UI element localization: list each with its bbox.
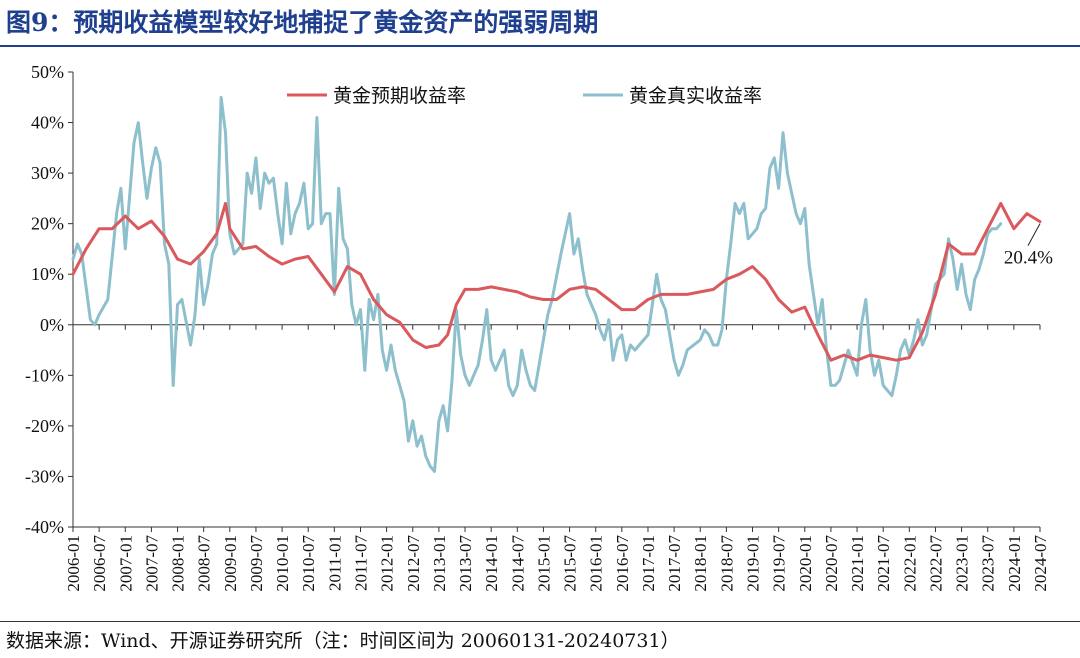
x-tick-label: 2023-07 (979, 535, 998, 592)
x-tick-label: 2020-07 (822, 535, 841, 592)
x-tick-label: 2024-07 (1031, 535, 1050, 592)
x-tick-label: 2018-01 (691, 535, 710, 592)
x-tick-label: 2020-01 (796, 535, 815, 592)
x-axis: 2006-01 2006-07 2007-01 2007-07 2008-01 2008-… (64, 324, 1050, 592)
y-tick-label: -30% (25, 466, 64, 486)
x-tick-label: 2013-01 (430, 535, 449, 592)
x-tick-label: 2023-01 (953, 535, 972, 592)
x-tick-label: 2007-07 (142, 535, 161, 592)
title-rule (0, 45, 1080, 47)
x-tick-label: 2014-07 (508, 535, 527, 592)
x-tick-label: 2016-07 (613, 535, 632, 592)
legend: 黄金预期收益率 黄金真实收益率 (287, 85, 762, 107)
x-tick-label: 2014-01 (482, 535, 501, 592)
legend-label: 黄金真实收益率 (629, 85, 762, 107)
x-tick-label: 2019-01 (744, 535, 763, 592)
x-tick-label: 2010-07 (299, 535, 318, 592)
x-tick-label: 2024-01 (1005, 535, 1024, 592)
y-tick-label: 10% (31, 264, 64, 284)
annotation: 20.4% (1004, 223, 1053, 269)
x-tick-label: 2013-07 (456, 535, 475, 592)
y-axis: 50% 40% 30% 20% 10% 0% -10% -20% -30% -40% (25, 62, 74, 537)
x-tick-label: 2006-07 (90, 535, 109, 592)
x-tick-label: 2011-01 (325, 535, 344, 591)
x-tick-label: 2007-01 (116, 535, 135, 592)
x-tick-label: 2021-01 (848, 535, 867, 592)
x-tick-label: 2017-07 (665, 535, 684, 592)
annotation-label: 20.4% (1004, 248, 1053, 269)
x-tick-label: 2012-07 (404, 535, 423, 592)
source-note: 数据来源：Wind、开源证券研究所（注：时间区间为 20060131-20240… (6, 630, 680, 652)
x-tick-label: 2015-07 (561, 535, 580, 592)
x-tick-label: 2008-07 (195, 535, 214, 592)
x-tick-label: 2012-01 (378, 535, 397, 592)
legend-label: 黄金预期收益率 (333, 85, 466, 107)
y-tick-label: -40% (25, 517, 64, 537)
annotation-leader (1027, 223, 1041, 246)
x-tick-label: 2009-07 (247, 535, 266, 592)
x-tick-label: 2019-07 (770, 535, 789, 592)
x-tick-label: 2010-01 (273, 535, 292, 592)
x-tick-label: 2017-01 (639, 535, 658, 592)
real-return-line (71, 95, 1003, 473)
y-tick-label: -20% (25, 416, 64, 436)
x-tick-label: 2016-01 (587, 535, 606, 592)
series-layer (71, 95, 1042, 473)
x-tick-label: 2018-07 (717, 535, 736, 592)
x-tick-label: 2009-01 (221, 535, 240, 592)
y-tick-label: 40% (31, 113, 64, 133)
y-tick-label: 50% (31, 62, 64, 82)
figure-title: 图9：预期收益模型较好地捕捉了黄金资产的强弱周期 (6, 8, 599, 37)
line-chart: 50% 40% 30% 20% 10% 0% -10% -20% -30% -40% 2006-0… (25, 62, 1053, 592)
y-tick-label: 30% (31, 163, 64, 183)
x-tick-label: 2008-01 (169, 535, 188, 592)
x-tick-label: 2021-07 (874, 535, 893, 592)
y-tick-label: 20% (31, 214, 64, 234)
x-tick-label: 2022-07 (926, 535, 945, 592)
expected-return-line (71, 201, 1042, 362)
footer-rule (0, 621, 1080, 622)
y-tick-label: 0% (40, 315, 64, 335)
x-tick-label: 2015-01 (534, 535, 553, 592)
x-tick-label: 2022-01 (900, 535, 919, 592)
x-tick-label: 2006-01 (64, 535, 83, 592)
x-tick-label: 2011-07 (351, 535, 370, 592)
y-tick-label: -10% (25, 365, 64, 385)
